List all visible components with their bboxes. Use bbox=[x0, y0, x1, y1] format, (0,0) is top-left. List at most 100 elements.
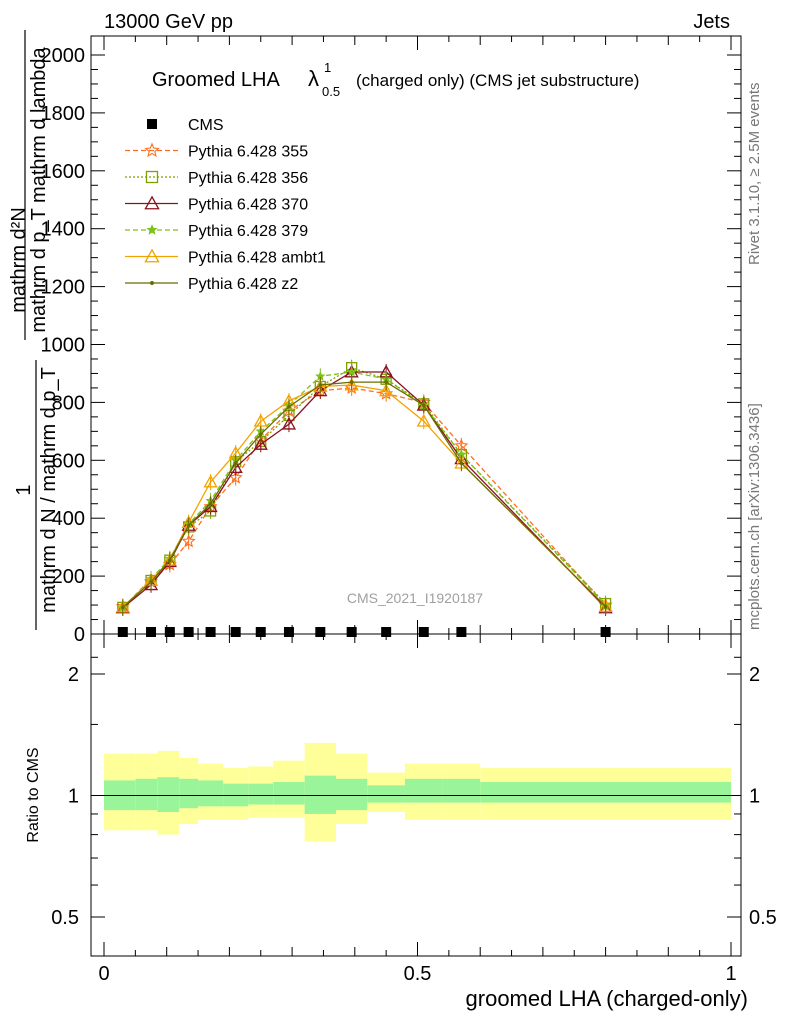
ratio-y-tick-label-right: 2 bbox=[749, 664, 760, 686]
data-point-cms bbox=[418, 627, 429, 637]
data-point-ambt1 bbox=[203, 474, 218, 488]
y-tick-label: 1200 bbox=[41, 277, 86, 299]
data-point-cms bbox=[164, 627, 175, 637]
main-title: Groomed LHA λ 1 0.5 (charged only) (CMS … bbox=[152, 60, 639, 99]
legend-entry-p370: Pythia 6.428 370 bbox=[125, 195, 308, 214]
legend-entry-p355: Pythia 6.428 355 bbox=[125, 142, 308, 161]
data-point-p370 bbox=[253, 437, 268, 450]
ratio-y-tick-label-left: 0.5 bbox=[51, 907, 79, 929]
legend-label-p356: Pythia 6.428 356 bbox=[188, 170, 308, 187]
data-point-z2 bbox=[149, 580, 153, 584]
legend-marker-p379 bbox=[146, 224, 158, 235]
series-line-p355 bbox=[122, 387, 607, 607]
data-point-z2 bbox=[287, 404, 291, 409]
legend-entry-p356: Pythia 6.428 356 bbox=[125, 170, 308, 187]
data-point-p355 bbox=[228, 470, 243, 484]
data-point-z2 bbox=[121, 605, 125, 610]
series-cms bbox=[117, 627, 611, 637]
y-tick-label: 1600 bbox=[41, 161, 86, 183]
inner-band-bin bbox=[304, 775, 336, 814]
data-point-cms bbox=[255, 627, 266, 637]
y-tick-label: 600 bbox=[52, 450, 85, 472]
title-prefix: Groomed LHA bbox=[152, 69, 280, 91]
legend-marker-p356 bbox=[145, 170, 159, 184]
series-line-p370 bbox=[122, 371, 607, 609]
axis-tick-labels: 0 200 400 600 800 1000 1200 1400 1600 1800 2000 0 0.… bbox=[41, 45, 777, 985]
ratio-y-tick-label-right: 1 bbox=[749, 786, 760, 808]
ylabel-numer: 1 bbox=[13, 484, 35, 495]
data-point-z2 bbox=[233, 461, 238, 465]
inner-band-bin bbox=[404, 778, 443, 803]
x-axis-label: groomed LHA (charged-only) bbox=[466, 986, 748, 1011]
inner-band-bin bbox=[442, 778, 481, 803]
data-point-z2 bbox=[384, 380, 388, 384]
mcplots-credit: mcplots.cern.ch [arXiv:1306.3436] bbox=[746, 403, 763, 630]
data-point-cms bbox=[230, 627, 241, 637]
inner-band-bin bbox=[367, 785, 405, 803]
ylabel-line2: mathrm d p_T mathrm d lambda bbox=[28, 46, 50, 332]
series-line-z2 bbox=[122, 381, 607, 608]
data-point-ambt1 bbox=[253, 413, 268, 427]
legend-entry-ambt1: Pythia 6.428 ambt1 bbox=[125, 248, 326, 267]
data-point-z2 bbox=[258, 432, 263, 437]
ratio-y-tick-label-left: 1 bbox=[68, 786, 79, 808]
data-point-cms bbox=[346, 627, 357, 637]
data-point-cms bbox=[146, 627, 157, 637]
y-tick-label: 800 bbox=[52, 392, 85, 414]
inner-band-bin bbox=[198, 780, 224, 807]
inner-band-bin bbox=[157, 777, 180, 813]
y-tick-label: 1400 bbox=[41, 219, 86, 241]
y-tick-label: 400 bbox=[52, 508, 85, 530]
x-tick-label: 0 bbox=[98, 963, 109, 985]
series-line-p379 bbox=[122, 371, 607, 608]
inner-band-bin bbox=[135, 778, 158, 811]
data-point-cms bbox=[117, 627, 128, 637]
data-point-p370 bbox=[313, 383, 328, 397]
legend-entry-p379: Pythia 6.428 379 bbox=[125, 223, 308, 240]
series-p379 bbox=[117, 364, 611, 616]
data-point-cms bbox=[283, 627, 294, 637]
data-point-z2 bbox=[603, 604, 608, 609]
inner-band-bin bbox=[335, 778, 368, 811]
series-p370 bbox=[115, 364, 613, 616]
data-point-z2 bbox=[208, 501, 213, 506]
ratio-y-tick-label-right: 0.5 bbox=[749, 907, 777, 929]
data-point-z2 bbox=[349, 380, 354, 384]
data-point-z2 bbox=[186, 523, 191, 528]
inner-band-bin bbox=[248, 783, 274, 805]
legend-entry-cms: CMS bbox=[147, 117, 224, 134]
series-p355 bbox=[115, 379, 613, 615]
x-tick-label: 0.5 bbox=[404, 963, 432, 985]
data-point-z2 bbox=[459, 461, 464, 465]
y-tick-label: 200 bbox=[52, 566, 85, 588]
series-line-ambt1 bbox=[122, 384, 607, 608]
series-line-p356 bbox=[122, 366, 607, 608]
ratio-y-tick-label-left: 2 bbox=[68, 664, 79, 686]
y-axis-label-main: 1 mathrm d N / mathrm d p_T mathrm d²N m… bbox=[8, 30, 60, 630]
series-ambt1 bbox=[115, 377, 613, 616]
ylabel-denom: mathrm d N / mathrm d p_T bbox=[38, 367, 60, 613]
inner-band-bin bbox=[480, 782, 731, 803]
legend-label-ambt1: Pythia 6.428 ambt1 bbox=[188, 250, 326, 267]
data-point-ambt1 bbox=[379, 383, 394, 397]
data-point-p355 bbox=[181, 533, 196, 548]
y-axis-label-ratio: Ratio to CMS bbox=[25, 747, 42, 842]
title-sup: 1 bbox=[324, 60, 331, 75]
legend: CMS Pythia 6.428 355 Pythia 6.428 356 Pythi… bbox=[125, 117, 326, 293]
title-lambda: λ bbox=[308, 66, 319, 91]
data-point-ambt1 bbox=[416, 413, 431, 427]
data-point-z2 bbox=[421, 403, 426, 408]
inner-band-bin bbox=[223, 783, 249, 807]
series-z2 bbox=[121, 374, 608, 616]
title-sub: 0.5 bbox=[322, 84, 340, 99]
data-point-cms bbox=[600, 627, 611, 637]
data-point-p370 bbox=[281, 416, 297, 430]
y-tick-label: 0 bbox=[74, 624, 85, 646]
series-p356 bbox=[117, 359, 612, 616]
data-point-z2 bbox=[168, 558, 172, 562]
legend-marker-p370 bbox=[144, 195, 160, 210]
data-point-z2 bbox=[318, 383, 323, 387]
rivet-version: Rivet 3.1.10, ≥ 2.5M events bbox=[746, 83, 763, 266]
legend-label-p370: Pythia 6.428 370 bbox=[188, 197, 308, 214]
